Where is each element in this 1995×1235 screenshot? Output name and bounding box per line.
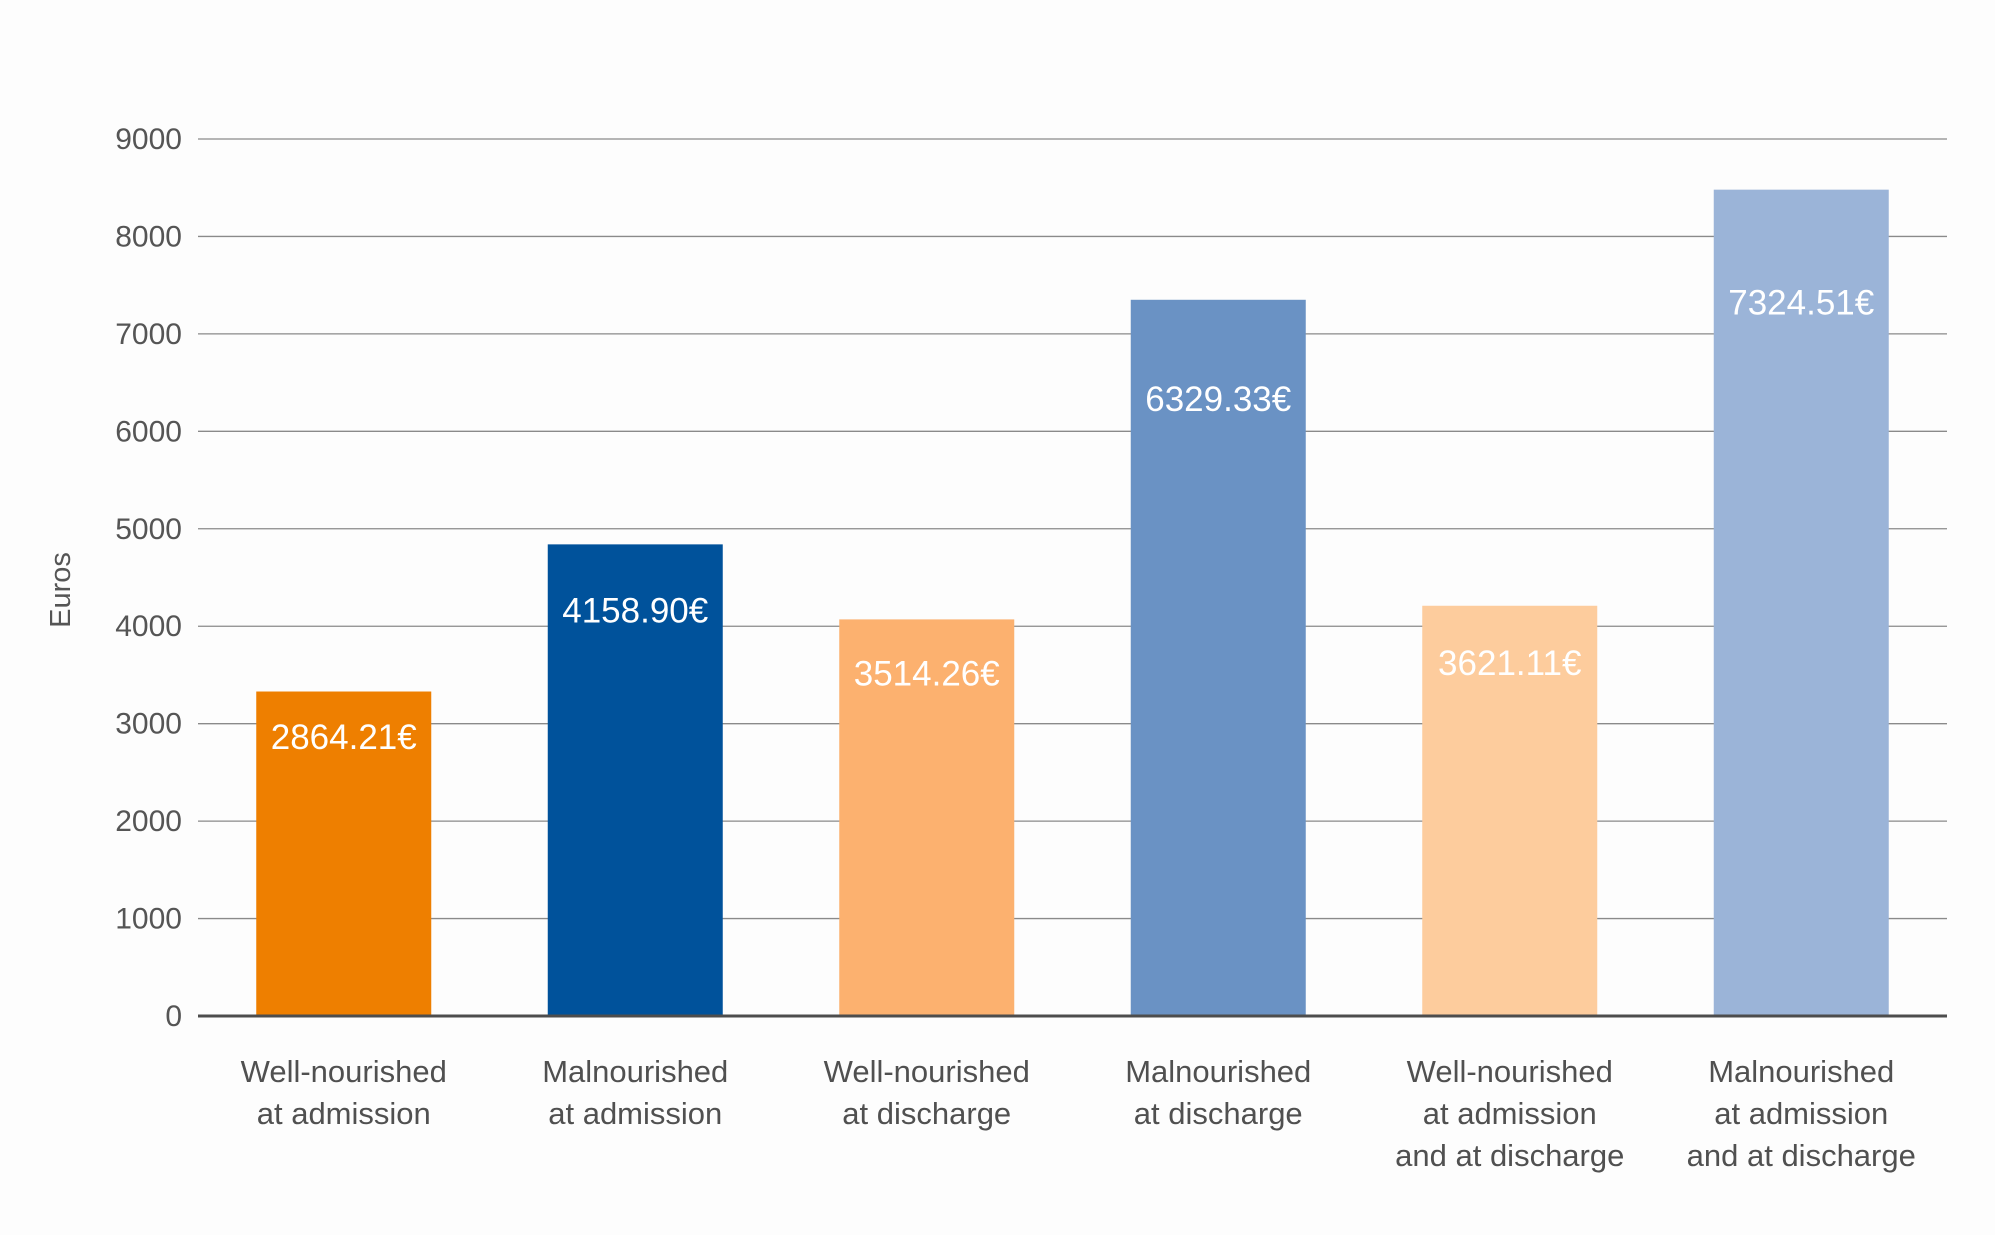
x-tick-label: at admission [548,1096,722,1131]
bars [256,189,1889,1016]
bar [1422,605,1598,1016]
bar-value-label: 2864.21€ [271,718,417,757]
x-tick-label: Malnourished [1708,1054,1894,1089]
x-tick-label: Well-nourished [1407,1054,1613,1089]
y-axis-ticks: 0 1000 2000 3000 4000 5000 6000 7000 8000 9000 [115,123,182,1033]
x-tick-label: Well-nourished [824,1054,1030,1089]
bar [839,619,1015,1016]
x-tick-label: at admission [1714,1096,1888,1131]
x-tick-label: Malnourished [542,1054,728,1089]
x-tick-label: and at discharge [1395,1138,1624,1173]
y-tick-label: 8000 [115,220,182,253]
bar-value-label: 7324.51€ [1728,283,1874,322]
x-tick-label: at discharge [1134,1096,1303,1131]
y-tick-label: 9000 [115,123,182,156]
bar [1713,189,1889,1016]
y-tick-label: 6000 [115,415,182,448]
x-tick-label: at discharge [842,1096,1011,1131]
bar-value-labels: 2864.21€ 4158.90€ 3514.26€ 6329.33€ 3621.11€… [271,283,1874,757]
bar-value-label: 6329.33€ [1145,380,1291,419]
bar [547,544,723,1016]
bar [1130,299,1306,1016]
gridlines [198,138,1947,920]
x-tick-label: and at discharge [1687,1138,1916,1173]
x-tick-label: Well-nourished [241,1054,447,1089]
x-tick-label: at admission [1423,1096,1597,1131]
y-tick-label: 2000 [115,805,182,838]
bar-value-label: 4158.90€ [562,592,708,631]
y-tick-label: 5000 [115,513,182,546]
y-axis-label: Euros [45,552,77,628]
bar [256,691,432,1016]
bar-value-label: 3621.11€ [1438,644,1581,683]
y-tick-label: 7000 [115,318,182,351]
x-tick-label: at admission [257,1096,431,1131]
bar-value-label: 3514.26€ [854,655,1000,694]
x-tick-label: Malnourished [1125,1054,1311,1089]
y-tick-label: 0 [165,1000,182,1033]
x-axis-labels: Well-nourished at admission Malnourished at… [241,1054,1916,1173]
y-tick-label: 4000 [115,610,182,643]
y-tick-label: 3000 [115,708,182,741]
y-tick-label: 1000 [115,903,182,936]
